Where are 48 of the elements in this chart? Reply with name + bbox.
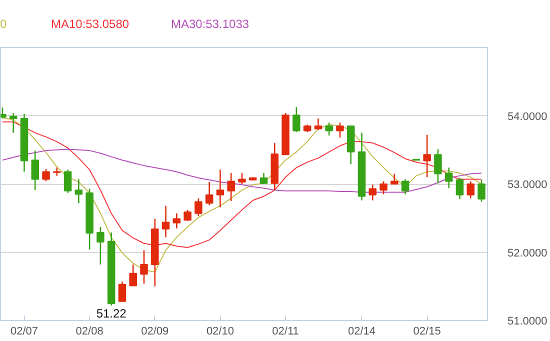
candlestick (336, 122, 344, 138)
x-tick-label: 02/07 (10, 326, 38, 338)
x-tick-label: 02/14 (348, 326, 376, 338)
text: 0 (0, 16, 7, 33)
candlestick (466, 180, 474, 199)
candlestick (184, 209, 192, 222)
line-series (2, 121, 482, 248)
candlestick (96, 226, 104, 266)
candlestick (9, 112, 18, 134)
candlestick (53, 166, 61, 176)
candlestick (478, 179, 486, 202)
text: MA10:53.0580 (51, 16, 130, 33)
candlestick (216, 169, 224, 208)
candlestick (401, 178, 410, 195)
x-tick-label: 02/11 (272, 326, 299, 338)
candlestick (64, 169, 72, 194)
candlestick (194, 198, 202, 217)
text: MA30:53.1033 (171, 16, 250, 33)
candlestick (162, 205, 170, 238)
y-tick-label: 54.0000 (508, 110, 548, 123)
candlestick (205, 181, 214, 206)
candlestick (314, 118, 322, 131)
candlestick (42, 168, 50, 182)
y-tick-label: 51.0000 (508, 316, 548, 328)
candlestick (390, 173, 398, 185)
candlestick (172, 212, 181, 230)
candlestick (456, 177, 464, 200)
candlestick (118, 280, 126, 302)
candlestick (444, 166, 453, 189)
y-tick-label: 52.0000 (508, 247, 548, 260)
candlestick (140, 250, 148, 284)
y-tick-label: 53.0000 (508, 179, 548, 191)
x-tick-label: 02/10 (206, 326, 234, 338)
candlestick (368, 184, 377, 202)
candlestick (238, 172, 246, 185)
x-tick-label: 02/15 (413, 326, 441, 338)
candlestick (434, 148, 442, 184)
candlestick (380, 180, 388, 195)
candlestick (292, 106, 300, 133)
annotation: 51.22 (96, 306, 127, 320)
candlestick (423, 134, 431, 178)
candlestick (325, 122, 333, 136)
candlestick (31, 150, 39, 191)
candlestick (227, 172, 235, 202)
x-tick-label: 02/09 (141, 326, 169, 338)
x-tick-label: 02/08 (76, 326, 104, 338)
candlestick (74, 178, 83, 204)
candlestick (129, 264, 137, 286)
